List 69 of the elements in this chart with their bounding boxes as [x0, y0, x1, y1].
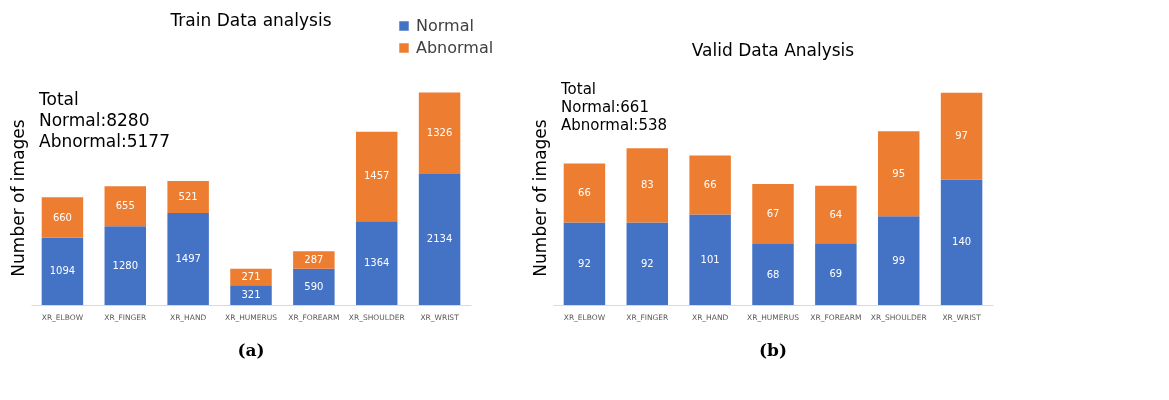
bar	[104, 186, 147, 227]
annotation: Abnormal:538	[561, 116, 668, 134]
annotation: Abnormal:5177	[39, 131, 170, 151]
data-label: 67	[766, 208, 780, 220]
bar	[815, 243, 857, 305]
data-label: 321	[241, 289, 261, 301]
data-label: 83	[640, 179, 654, 191]
annotation: Normal:8280	[39, 110, 150, 130]
bar	[626, 222, 669, 305]
y-axis-title: Number of images	[7, 119, 28, 277]
data-label: 92	[578, 257, 591, 269]
bar	[167, 213, 209, 305]
data-label: 99	[892, 254, 906, 266]
data-label: 92	[640, 257, 654, 269]
chart-title: Train Data analysis	[169, 10, 332, 30]
bar	[752, 244, 794, 305]
annotation: Normal:661	[561, 98, 649, 116]
bar	[41, 237, 84, 305]
bar	[940, 92, 983, 180]
text: (b)	[759, 340, 787, 360]
bar	[293, 268, 335, 305]
bar	[104, 226, 147, 305]
data-label: 271	[241, 270, 261, 282]
bar	[815, 185, 857, 244]
text: (a)	[237, 340, 265, 360]
data-label: 69	[829, 268, 843, 280]
bar	[230, 285, 272, 305]
bar	[563, 222, 606, 305]
data-label: 95	[892, 167, 906, 179]
bar	[626, 148, 669, 223]
bar	[293, 251, 335, 269]
bar	[877, 131, 920, 217]
data-label: 655	[115, 200, 135, 212]
data-label: 287	[304, 253, 324, 265]
bar	[355, 221, 398, 305]
annotation: Total	[560, 80, 597, 98]
chart-title: Valid Data Analysis	[691, 40, 855, 60]
y-axis-title: Number of images	[529, 119, 550, 277]
data-label: 590	[304, 280, 324, 292]
data-label: 660	[52, 211, 72, 223]
bar	[563, 163, 606, 223]
data-label: 1326	[426, 127, 453, 139]
data-label: 66	[578, 187, 591, 199]
data-label: 101	[700, 253, 720, 265]
bar	[877, 216, 920, 305]
legend-label: Abnormal	[416, 38, 494, 57]
bar	[752, 184, 794, 245]
data-label: 1094	[49, 265, 76, 277]
legend-label: Normal	[416, 16, 474, 35]
bar	[41, 197, 84, 238]
bar	[167, 181, 209, 214]
annotation: Total	[38, 89, 79, 109]
bar	[418, 173, 461, 305]
data-label: 521	[178, 191, 198, 203]
data-label: 1497	[175, 253, 201, 265]
data-label: 64	[829, 208, 843, 220]
data-label: 66	[703, 178, 717, 190]
data-label: 68	[766, 268, 780, 280]
data-label: 1364	[363, 257, 390, 269]
bar	[418, 92, 461, 174]
data-label: 1457	[363, 170, 390, 182]
bar	[689, 214, 731, 305]
bar	[689, 155, 731, 215]
data-label: 2134	[426, 233, 453, 245]
data-label: 97	[955, 130, 968, 142]
bar	[940, 179, 983, 305]
data-label: 1280	[112, 259, 139, 271]
data-label: 140	[952, 236, 972, 248]
bar	[355, 131, 398, 222]
